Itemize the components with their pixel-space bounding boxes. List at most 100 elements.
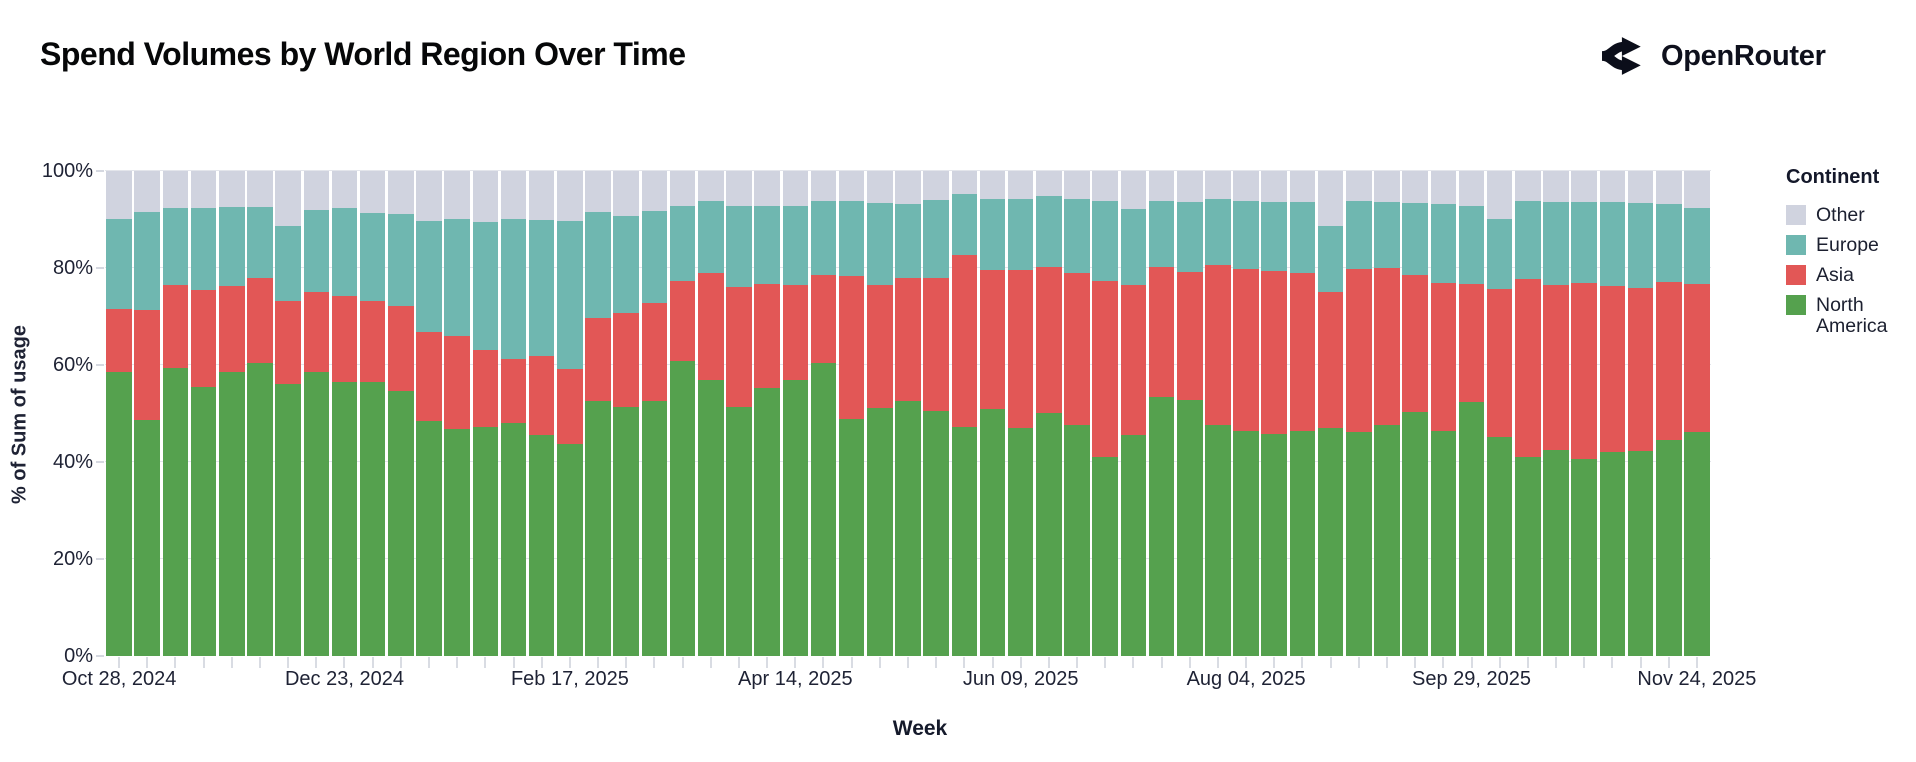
y-axis-title: % of Sum of usage (8, 325, 31, 504)
bar-segment-europe (416, 220, 442, 333)
bar-segment-north-america (219, 372, 245, 656)
bar-segment-europe (1261, 202, 1288, 272)
bar-week-Feb 17, 2025 (557, 171, 583, 656)
bar-segment-north-america (697, 380, 724, 656)
x-tick-mark (1583, 657, 1586, 668)
bar-segment-asia (613, 313, 640, 407)
bar-week-Jul 21, 2025 (1176, 171, 1203, 656)
bar-week-Nov 04, 2024 (134, 171, 161, 656)
x-tick-mark (1245, 657, 1248, 668)
bar-segment-asia (669, 280, 696, 361)
bar-segment-other (1571, 171, 1597, 203)
bar-segment-other (923, 171, 949, 201)
x-tick-label: Nov 24, 2025 (1637, 668, 1757, 690)
x-tick-mark (146, 657, 149, 668)
bar-week-Jun 16, 2025 (1036, 171, 1062, 656)
bar-segment-other (275, 171, 301, 226)
bar-segment-north-america (838, 419, 865, 656)
bar-week-Dec 16, 2024 (303, 171, 330, 656)
bar-segment-europe (1543, 202, 1569, 285)
bar-week-Dec 02, 2024 (247, 171, 273, 656)
bar-segment-north-america (810, 362, 837, 656)
bar-segment-europe (303, 209, 330, 292)
bar-week-Nov 10, 2025 (1627, 171, 1654, 656)
bar-week-Feb 10, 2025 (528, 171, 555, 656)
bar-segment-europe (1655, 204, 1682, 282)
bar-segment-asia (782, 285, 809, 381)
bar-week-Jun 23, 2025 (1064, 171, 1090, 656)
bar-segment-other (500, 171, 527, 219)
bar-segment-north-america (557, 444, 583, 656)
bar-segment-north-america (472, 426, 499, 656)
x-tick-mark (1019, 657, 1022, 668)
bar-segment-north-america (923, 410, 949, 656)
bar-segment-asia (388, 306, 414, 392)
bar-segment-north-america (134, 420, 161, 656)
bar-segment-europe (585, 212, 611, 319)
bar-segment-asia (697, 273, 724, 381)
x-tick-mark (794, 657, 797, 668)
bar-segment-asia (162, 284, 189, 368)
bar-segment-other (979, 171, 1006, 199)
x-tick-mark (991, 657, 994, 668)
bar-week-Mar 17, 2025 (669, 171, 696, 656)
bar-segment-north-america (1655, 440, 1682, 656)
bar-segment-other (1317, 171, 1344, 226)
x-tick-mark (1301, 657, 1304, 668)
bar-segment-other (1036, 171, 1062, 197)
bar-segment-europe (472, 222, 499, 350)
bar-week-Dec 23, 2024 (331, 171, 358, 656)
bar-week-Nov 18, 2024 (190, 171, 217, 656)
bar-segment-europe (1627, 203, 1654, 288)
bar-segment-north-america (979, 409, 1006, 656)
bar-segment-other (1289, 171, 1316, 203)
legend-label: Europe (1816, 234, 1879, 256)
x-tick-mark (1273, 657, 1276, 668)
x-tick-label: Aug 04, 2025 (1186, 668, 1306, 690)
bar-segment-north-america (951, 426, 978, 656)
x-tick-mark (766, 657, 769, 668)
bar-segment-asia (1684, 284, 1710, 433)
bar-segment-other (782, 171, 809, 207)
x-tick-mark (963, 657, 966, 668)
bar-segment-europe (528, 220, 555, 356)
bar-segment-north-america (1515, 457, 1541, 656)
bar-segment-asia (1036, 266, 1062, 413)
bar-segment-europe (923, 200, 949, 279)
bar-segment-europe (162, 208, 189, 285)
bar-week-Nov 24, 2025 (1684, 171, 1710, 656)
bar-week-Oct 28, 2024 (106, 171, 132, 656)
bar-week-Aug 25, 2025 (1317, 171, 1344, 656)
bar-segment-europe (1515, 201, 1541, 279)
bar-segment-asia (1064, 273, 1090, 425)
bar-segment-north-america (1374, 424, 1400, 656)
bar-segment-other (1346, 171, 1372, 202)
x-tick-mark (315, 657, 318, 668)
bar-segment-europe (782, 206, 809, 286)
bar-segment-europe (247, 206, 273, 278)
bar-segment-other (726, 171, 752, 206)
bar-week-May 26, 2025 (951, 171, 978, 656)
bar-segment-other (1486, 171, 1513, 219)
bar-segment-asia (895, 277, 921, 402)
x-tick-mark (399, 657, 402, 668)
x-tick-mark (1047, 657, 1050, 668)
y-tick-label: 100% (41, 160, 93, 182)
bar-segment-europe (106, 219, 132, 310)
bar-segment-other (585, 171, 611, 213)
legend-swatch-europe (1786, 235, 1806, 255)
bar-week-May 05, 2025 (867, 171, 893, 656)
bar-segment-europe (1289, 202, 1316, 274)
x-tick-mark (287, 657, 290, 668)
bar-segment-north-america (303, 372, 330, 656)
bar-segment-europe (134, 211, 161, 310)
x-tick-mark (1470, 657, 1473, 668)
bar-segment-other (1684, 171, 1710, 208)
x-tick-mark (1188, 657, 1191, 668)
bar-segment-europe (1007, 198, 1034, 270)
bar-segment-other (641, 171, 668, 211)
bar-segment-europe (190, 208, 217, 290)
bar-segment-asia (1599, 285, 1626, 453)
x-tick-mark (1639, 657, 1642, 668)
bar-segment-other (359, 171, 386, 214)
